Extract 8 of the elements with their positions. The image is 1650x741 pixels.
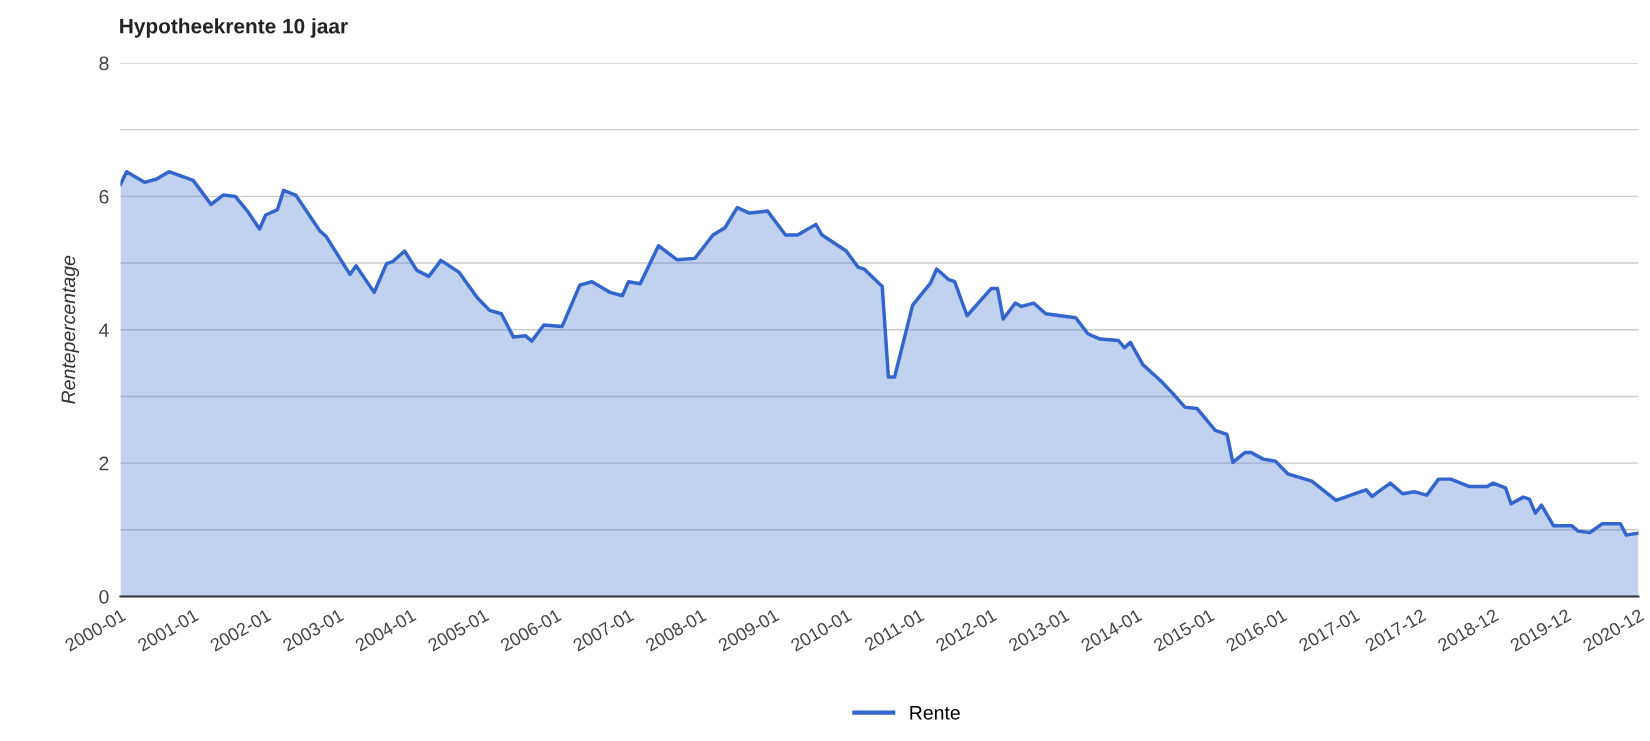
chart-title: Hypotheekrente 10 jaar — [120, 18, 348, 38]
y-tick-label: 4 — [98, 323, 109, 337]
y-tick-label: 0 — [99, 589, 109, 604]
y-tick-label: 2 — [99, 456, 109, 471]
legend-label: Rente — [910, 706, 960, 720]
y-axis-title: Rentepercentage — [61, 255, 80, 404]
y-tick-label: 8 — [99, 56, 109, 71]
y-tick-label: 6 — [99, 189, 109, 204]
